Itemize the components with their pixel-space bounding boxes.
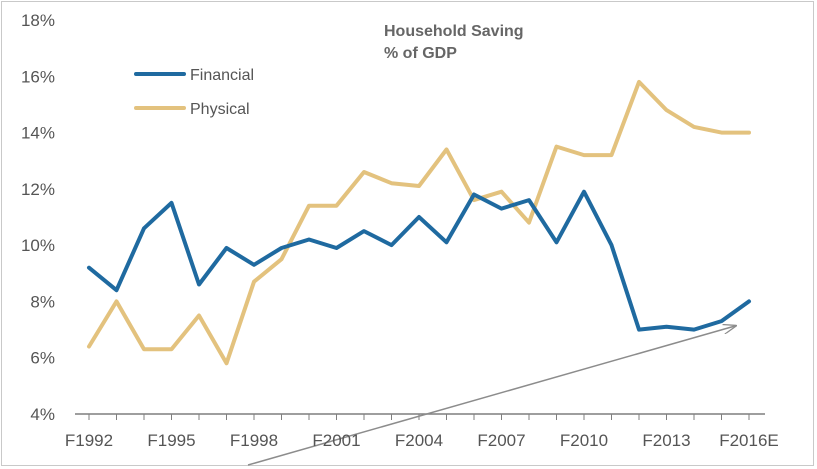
x-tick-label: F1995 <box>147 431 195 450</box>
x-tick-label: F2001 <box>312 431 360 450</box>
y-tick-label: 16% <box>21 67 55 86</box>
x-tick-label: F2007 <box>477 431 525 450</box>
series-line-physical <box>87 79 751 366</box>
x-tick-label: F1998 <box>230 431 278 450</box>
annotation-arrow <box>247 326 735 466</box>
y-tick-label: 18% <box>21 11 55 30</box>
y-tick-label: 14% <box>21 124 55 143</box>
series-line-financial <box>87 189 751 332</box>
y-tick-label: 8% <box>30 292 55 311</box>
x-tick-label: F2004 <box>395 431 443 450</box>
chart-title: Household Saving <box>384 23 524 40</box>
chart-subtitle: % of GDP <box>384 45 457 62</box>
y-tick-label: 6% <box>30 349 55 368</box>
x-tick-label: F2013 <box>642 431 690 450</box>
x-tick-label: F2016E <box>719 431 779 450</box>
x-tick-label: F1992 <box>65 431 113 450</box>
legend-label-physical: Physical <box>190 101 250 118</box>
y-tick-label: 10% <box>21 236 55 255</box>
y-tick-label: 4% <box>30 405 55 424</box>
legend-label-financial: Financial <box>190 67 254 84</box>
x-tick-label: F2010 <box>560 431 608 450</box>
y-tick-label: 12% <box>21 180 55 199</box>
